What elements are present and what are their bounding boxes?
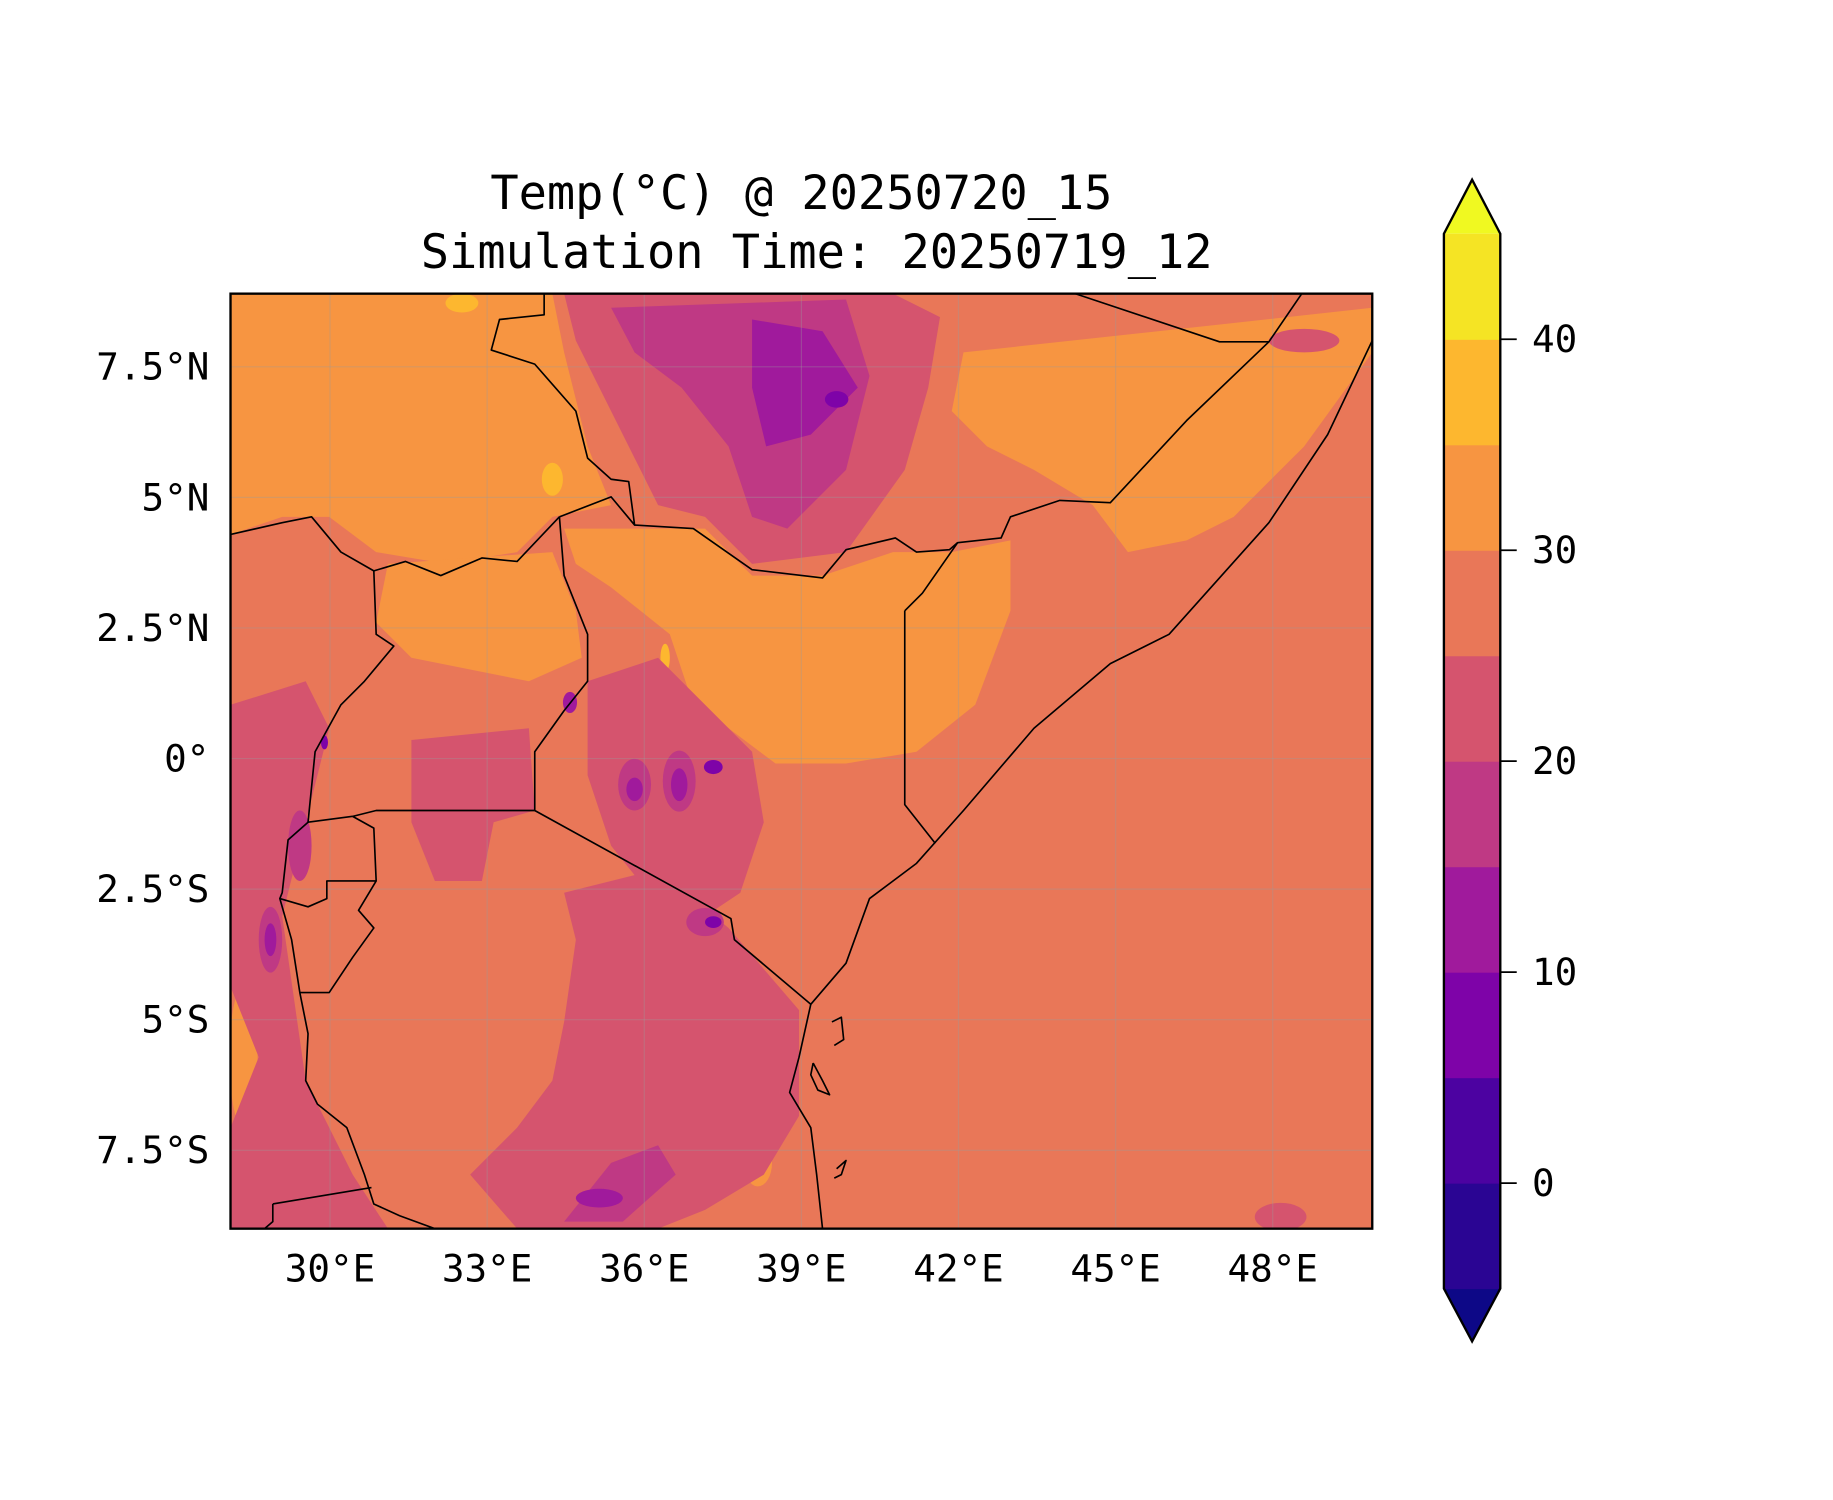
colorbar-bin [1443, 655, 1501, 762]
colorbar-bin [1443, 1077, 1501, 1184]
y-tick-label: 7.5°S [96, 1128, 209, 1172]
graticule [230, 293, 1373, 1229]
colorbar-tick-label: 40 [1532, 317, 1577, 361]
colorbar-tick-label: 0 [1532, 1161, 1555, 1205]
y-tick-label: 7.5°N [96, 345, 209, 389]
colorbar-bin [1443, 444, 1501, 551]
y-tick-label: 5°N [141, 475, 209, 519]
y-axis: 7.5°N 5°N 2.5°N 0° 2.5°S 5°S 7.5°S [96, 345, 209, 1173]
colorbar-bin [1443, 233, 1501, 340]
country-borders [230, 293, 1373, 1229]
colorbar-bin [1443, 339, 1501, 446]
map-frame [229, 292, 1374, 1230]
contour-5-10 [320, 391, 849, 928]
y-tick-label: 0° [164, 736, 209, 780]
colorbar: 0 10 20 30 40 [1442, 177, 1577, 1344]
colorbar-bin [1443, 550, 1501, 657]
colorbar-tick-label: 10 [1532, 950, 1577, 994]
x-tick-label: 48°E [1227, 1247, 1318, 1291]
colorbar-bin [1443, 972, 1501, 1079]
x-axis: 30°E 33°E 36°E 39°E 42°E 45°E 48°E [285, 1247, 1318, 1291]
chart-title: Temp(°C) @ 20250720_15 [490, 166, 1112, 221]
colorbar-bin [1443, 866, 1501, 973]
colorbar-bin [1443, 761, 1501, 868]
colorbar-under-arrow [1443, 1288, 1501, 1342]
colorbar-bin [1443, 1183, 1501, 1290]
x-tick-label: 42°E [913, 1247, 1004, 1291]
x-tick-label: 30°E [285, 1247, 376, 1291]
colorbar-tick-label: 20 [1532, 739, 1577, 783]
chart-subtitle: Simulation Time: 20250719_12 [421, 225, 1213, 280]
y-tick-label: 2.5°N [96, 606, 209, 650]
x-tick-label: 45°E [1070, 1247, 1160, 1291]
map-area [230, 293, 1373, 1229]
x-tick-label: 39°E [756, 1247, 847, 1291]
colorbar-tick-label: 30 [1532, 528, 1577, 572]
contour-30-35 [230, 293, 1373, 1187]
y-tick-label: 5°S [141, 998, 209, 1042]
colorbar-outline [1442, 177, 1502, 1344]
colorbar-over-arrow [1443, 179, 1501, 234]
y-tick-label: 2.5°S [96, 867, 209, 911]
x-tick-label: 36°E [599, 1247, 690, 1291]
x-tick-label: 33°E [442, 1247, 532, 1291]
